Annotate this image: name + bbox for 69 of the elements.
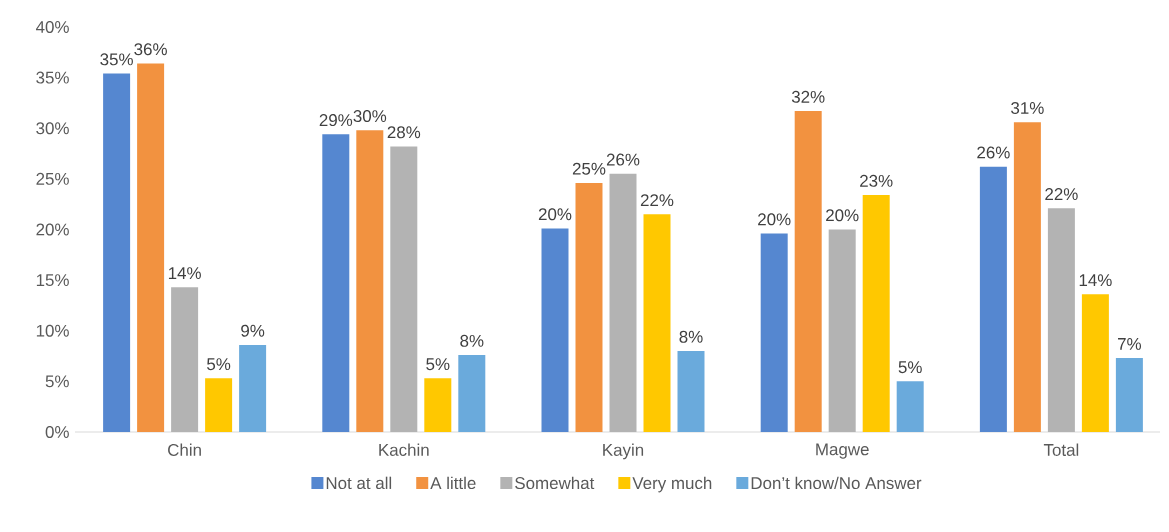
bar (322, 134, 350, 432)
y-tick-label: 15% (36, 274, 69, 287)
data-label: 14% (1079, 274, 1112, 287)
data-label: 30% (353, 110, 387, 123)
data-label: 26% (977, 146, 1010, 159)
x-tick-label: Kayin (603, 443, 644, 460)
data-label: 8% (679, 330, 703, 343)
data-label: 23% (860, 174, 893, 187)
y-tick-label: 30% (36, 122, 69, 135)
data-label: 31% (1011, 101, 1044, 114)
bar (1081, 294, 1109, 432)
bar (205, 378, 233, 432)
data-label: 5% (207, 358, 231, 371)
legend-label: Not at all (326, 476, 392, 490)
bar (677, 350, 705, 432)
y-tick-label: 20% (36, 223, 69, 236)
data-label: 32% (791, 90, 825, 103)
data-label: 7% (1118, 338, 1142, 350)
y-tick-label: 0% (45, 425, 69, 438)
data-label: 28% (387, 126, 421, 139)
y-tick-label: 40% (35, 20, 69, 33)
bar (390, 146, 418, 432)
y-tick-label: 5% (45, 375, 69, 388)
legend-label: A little (430, 476, 476, 490)
data-label: 20% (826, 209, 859, 222)
x-tick-label: Kachin (379, 443, 429, 456)
x-tick-label: Total (1043, 443, 1079, 456)
data-label: 9% (241, 324, 265, 337)
bar (541, 228, 569, 432)
bar (239, 344, 267, 432)
bar (896, 381, 924, 432)
data-label: 20% (538, 208, 572, 221)
data-label: 26% (606, 153, 640, 166)
data-label: 36% (134, 43, 167, 56)
bar (862, 195, 890, 432)
data-label: 8% (460, 334, 484, 347)
bar (760, 233, 788, 432)
x-tick-label: Chin (168, 443, 201, 456)
x-tick-label: Magwe (816, 443, 869, 459)
data-label: 22% (640, 194, 674, 207)
bar (424, 378, 452, 432)
bar (828, 229, 856, 432)
data-label: 14% (168, 267, 201, 279)
bar (458, 355, 486, 432)
data-label: 22% (1045, 188, 1078, 201)
bar (103, 73, 131, 432)
bar (794, 111, 822, 432)
y-tick-label: 35% (36, 71, 69, 84)
y-tick-label: 10% (36, 324, 69, 337)
legend-label: Very much (632, 476, 712, 493)
bar (979, 166, 1007, 432)
data-label: 29% (319, 114, 353, 127)
bar (643, 214, 671, 432)
y-tick-label: 25% (36, 172, 69, 185)
bar (1013, 122, 1041, 432)
data-label: 5% (426, 358, 450, 371)
bar (575, 182, 603, 432)
data-label: 20% (758, 213, 791, 226)
data-label: 35% (100, 53, 133, 66)
legend-label: Don’t know/No Answer (751, 476, 922, 490)
legend-label: Somewhat (515, 476, 595, 490)
bar (171, 287, 199, 432)
data-label: 25% (572, 162, 606, 175)
data-label: 5% (898, 361, 922, 374)
bar (137, 63, 165, 432)
bar (1047, 208, 1075, 432)
bar (1115, 358, 1143, 432)
bar (609, 173, 637, 432)
bar (356, 130, 384, 432)
